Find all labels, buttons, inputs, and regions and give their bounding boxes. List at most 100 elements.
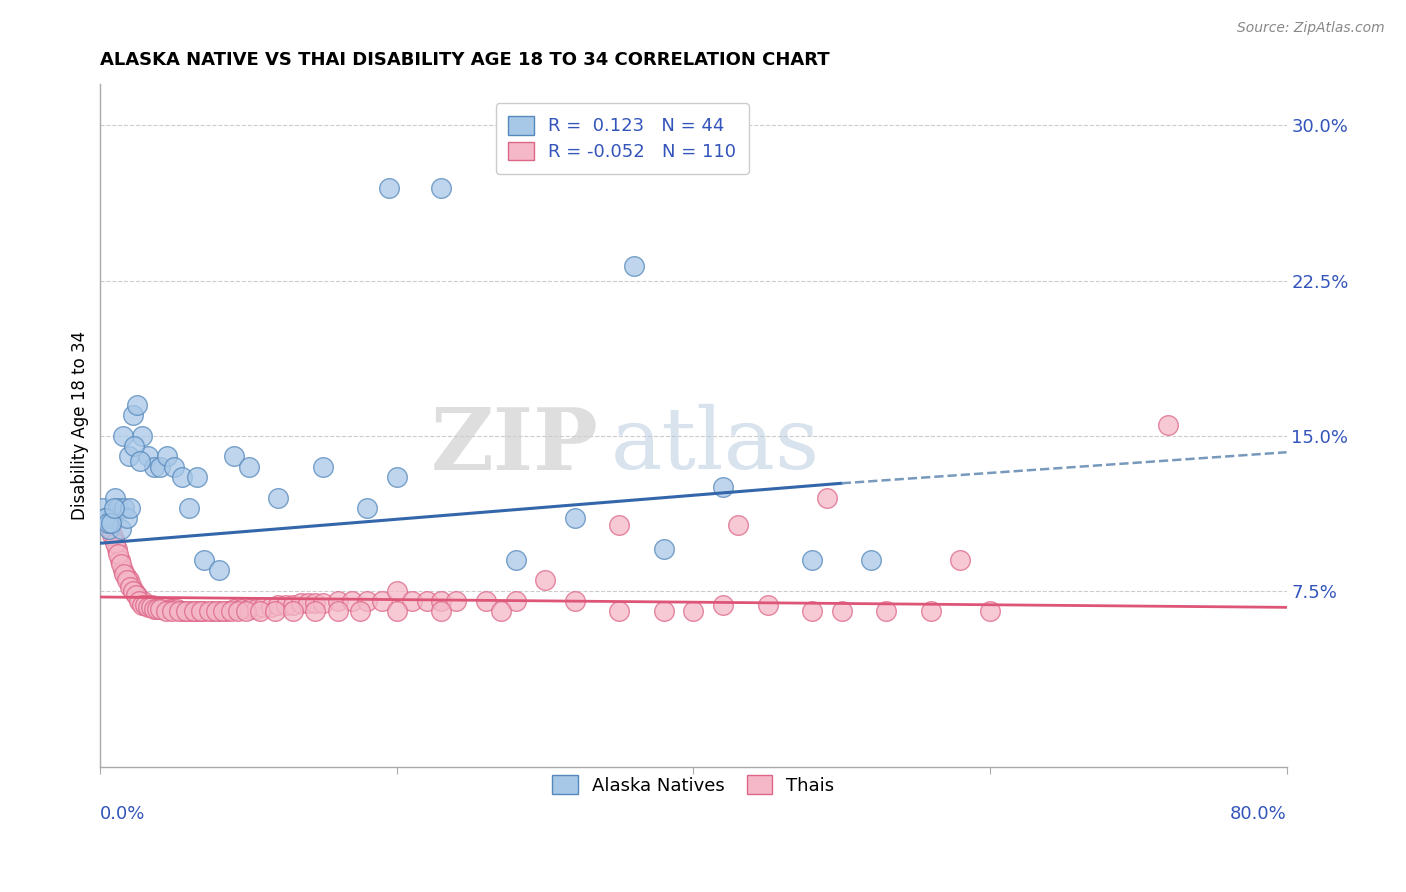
Point [139, 600, 162, 615]
Point [430, 594, 453, 608]
Point [238, 602, 260, 616]
Point [156, 600, 179, 615]
Point [304, 596, 326, 610]
Point [860, 553, 883, 567]
Point [132, 594, 155, 608]
Point [97, 516, 120, 530]
Point [159, 602, 181, 616]
Point [920, 605, 942, 619]
Point [727, 517, 749, 532]
Point [97, 516, 120, 530]
Point [96, 511, 118, 525]
Point [127, 588, 149, 602]
Point [184, 605, 207, 619]
Point [129, 453, 152, 467]
Point [623, 259, 645, 273]
Point [193, 553, 215, 567]
Point [142, 459, 165, 474]
Point [100, 522, 122, 536]
Text: ALASKA NATIVE VS THAI DISABILITY AGE 18 TO 34 CORRELATION CHART: ALASKA NATIVE VS THAI DISABILITY AGE 18 … [100, 51, 830, 69]
Point [215, 605, 238, 619]
Point [143, 600, 166, 615]
Point [162, 602, 184, 616]
Point [222, 602, 245, 616]
Point [111, 428, 134, 442]
Point [149, 602, 172, 616]
Point [118, 501, 141, 516]
Point [112, 501, 135, 516]
Point [274, 599, 297, 613]
Point [505, 594, 527, 608]
Point [342, 594, 364, 608]
Point [136, 600, 159, 615]
Point [121, 577, 143, 591]
Point [145, 602, 167, 616]
Point [607, 517, 630, 532]
Point [110, 557, 132, 571]
Point [96, 511, 118, 525]
Point [103, 501, 125, 516]
Point [711, 599, 734, 613]
Point [252, 600, 274, 615]
Point [326, 605, 349, 619]
Point [134, 599, 156, 613]
Point [290, 596, 312, 610]
Point [297, 596, 319, 610]
Point [131, 428, 153, 442]
Text: atlas: atlas [610, 404, 820, 487]
Point [385, 583, 408, 598]
Point [98, 522, 121, 536]
Point [167, 605, 190, 619]
Point [260, 600, 283, 615]
Point [104, 491, 127, 505]
Point [430, 180, 453, 194]
Point [371, 594, 394, 608]
Point [131, 599, 153, 613]
Point [115, 574, 138, 588]
Point [107, 501, 129, 516]
Point [188, 605, 211, 619]
Point [101, 528, 124, 542]
Point [652, 605, 675, 619]
Point [148, 600, 170, 615]
Point [212, 605, 235, 619]
Point [150, 600, 173, 615]
Point [267, 491, 290, 505]
Point [756, 599, 779, 613]
Point [875, 605, 897, 619]
Point [124, 439, 146, 453]
Point [141, 599, 163, 613]
Point [101, 511, 124, 525]
Point [249, 605, 271, 619]
Point [128, 594, 150, 608]
Point [304, 605, 326, 619]
Point [534, 574, 557, 588]
Point [475, 594, 498, 608]
Point [122, 408, 145, 422]
Point [117, 450, 139, 464]
Point [401, 594, 423, 608]
Point [115, 511, 138, 525]
Point [197, 605, 219, 619]
Point [114, 569, 136, 583]
Point [142, 602, 165, 616]
Point [156, 450, 179, 464]
Point [160, 605, 183, 619]
Point [607, 605, 630, 619]
Point [170, 470, 193, 484]
Text: 0.0%: 0.0% [100, 805, 146, 823]
Point [489, 605, 512, 619]
Point [91, 501, 114, 516]
Point [111, 563, 134, 577]
Point [312, 459, 335, 474]
Point [176, 605, 198, 619]
Point [193, 605, 215, 619]
Point [444, 594, 467, 608]
Text: 80.0%: 80.0% [1230, 805, 1286, 823]
Point [122, 583, 145, 598]
Point [155, 605, 177, 619]
Point [415, 594, 437, 608]
Point [103, 532, 125, 546]
Point [149, 459, 172, 474]
Point [129, 594, 152, 608]
